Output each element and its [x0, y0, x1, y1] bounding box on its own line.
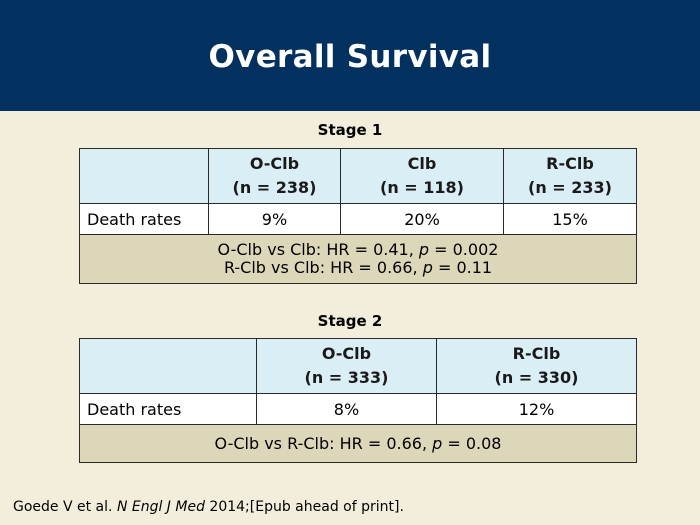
- column-name: O-Clb: [321, 344, 372, 363]
- death-rate-r-clb: 12%: [436, 393, 637, 425]
- stage-1-col-clb: Clb (n = 118): [340, 148, 504, 204]
- page-title: Overall Survival: [208, 38, 492, 75]
- death-rate-clb: 20%: [340, 203, 504, 235]
- stage-2-title: Stage 2: [317, 312, 383, 330]
- stage-2-corner-cell: [79, 338, 257, 394]
- stage-1-comparison-cell: O-Clb vs Clb: HR = 0.41, p = 0.002 R-Clb…: [79, 234, 637, 284]
- stage-1-title: Stage 1: [317, 121, 383, 139]
- stage-1-col-r-clb: R-Clb (n = 233): [503, 148, 637, 204]
- stage-1-comparison-row: O-Clb vs Clb: HR = 0.41, p = 0.002 R-Clb…: [79, 234, 637, 284]
- death-rate-r-clb: 15%: [503, 203, 637, 235]
- stage-2-comparison-row: O-Clb vs R-Clb: HR = 0.66, p = 0.08: [79, 424, 637, 463]
- stage-2-col-r-clb: R-Clb (n = 330): [436, 338, 637, 394]
- column-name: R-Clb: [512, 344, 561, 363]
- stage-2-comparison-cell: O-Clb vs R-Clb: HR = 0.66, p = 0.08: [79, 424, 637, 463]
- column-n: (n = 333): [304, 368, 389, 387]
- stage-1-death-rates-row: Death rates 9% 20% 15%: [79, 203, 637, 235]
- comparison-line: O-Clb vs Clb: HR = 0.41, p = 0.002: [217, 240, 499, 259]
- row-label: Death rates: [79, 393, 257, 425]
- column-name: O-Clb: [249, 154, 300, 173]
- stage-2-col-o-clb: O-Clb (n = 333): [256, 338, 437, 394]
- citation: Goede V et al. N Engl J Med 2014;[Epub a…: [13, 499, 404, 515]
- comparison-line: R-Clb vs Clb: HR = 0.66, p = 0.11: [223, 258, 493, 277]
- stage-2-table: O-Clb (n = 333) R-Clb (n = 330) Death ra…: [79, 338, 637, 463]
- stage-2-header-row: O-Clb (n = 333) R-Clb (n = 330): [79, 338, 637, 394]
- comparison-line: O-Clb vs R-Clb: HR = 0.66, p = 0.08: [214, 433, 502, 453]
- citation-authors: Goede V et al.: [13, 499, 117, 515]
- row-label: Death rates: [79, 203, 209, 235]
- title-banner: Overall Survival: [0, 0, 700, 111]
- death-rate-o-clb: 9%: [208, 203, 341, 235]
- column-n: (n = 233): [528, 178, 612, 197]
- column-name: Clb: [407, 154, 437, 173]
- stage-1-table: O-Clb (n = 238) Clb (n = 118) R-Clb (n =…: [79, 148, 637, 284]
- stage-2-death-rates-row: Death rates 8% 12%: [79, 393, 637, 425]
- column-n: (n = 238): [232, 178, 317, 197]
- stage-1-col-o-clb: O-Clb (n = 238): [208, 148, 341, 204]
- citation-rest: 2014;[Epub ahead of print].: [204, 499, 404, 515]
- column-name: R-Clb: [546, 154, 594, 173]
- stage-1-header-row: O-Clb (n = 238) Clb (n = 118) R-Clb (n =…: [79, 148, 637, 204]
- citation-journal: N Engl J Med: [116, 499, 205, 515]
- stage-1-corner-cell: [79, 148, 209, 204]
- death-rate-o-clb: 8%: [256, 393, 437, 425]
- column-n: (n = 330): [494, 368, 579, 387]
- column-n: (n = 118): [380, 178, 464, 197]
